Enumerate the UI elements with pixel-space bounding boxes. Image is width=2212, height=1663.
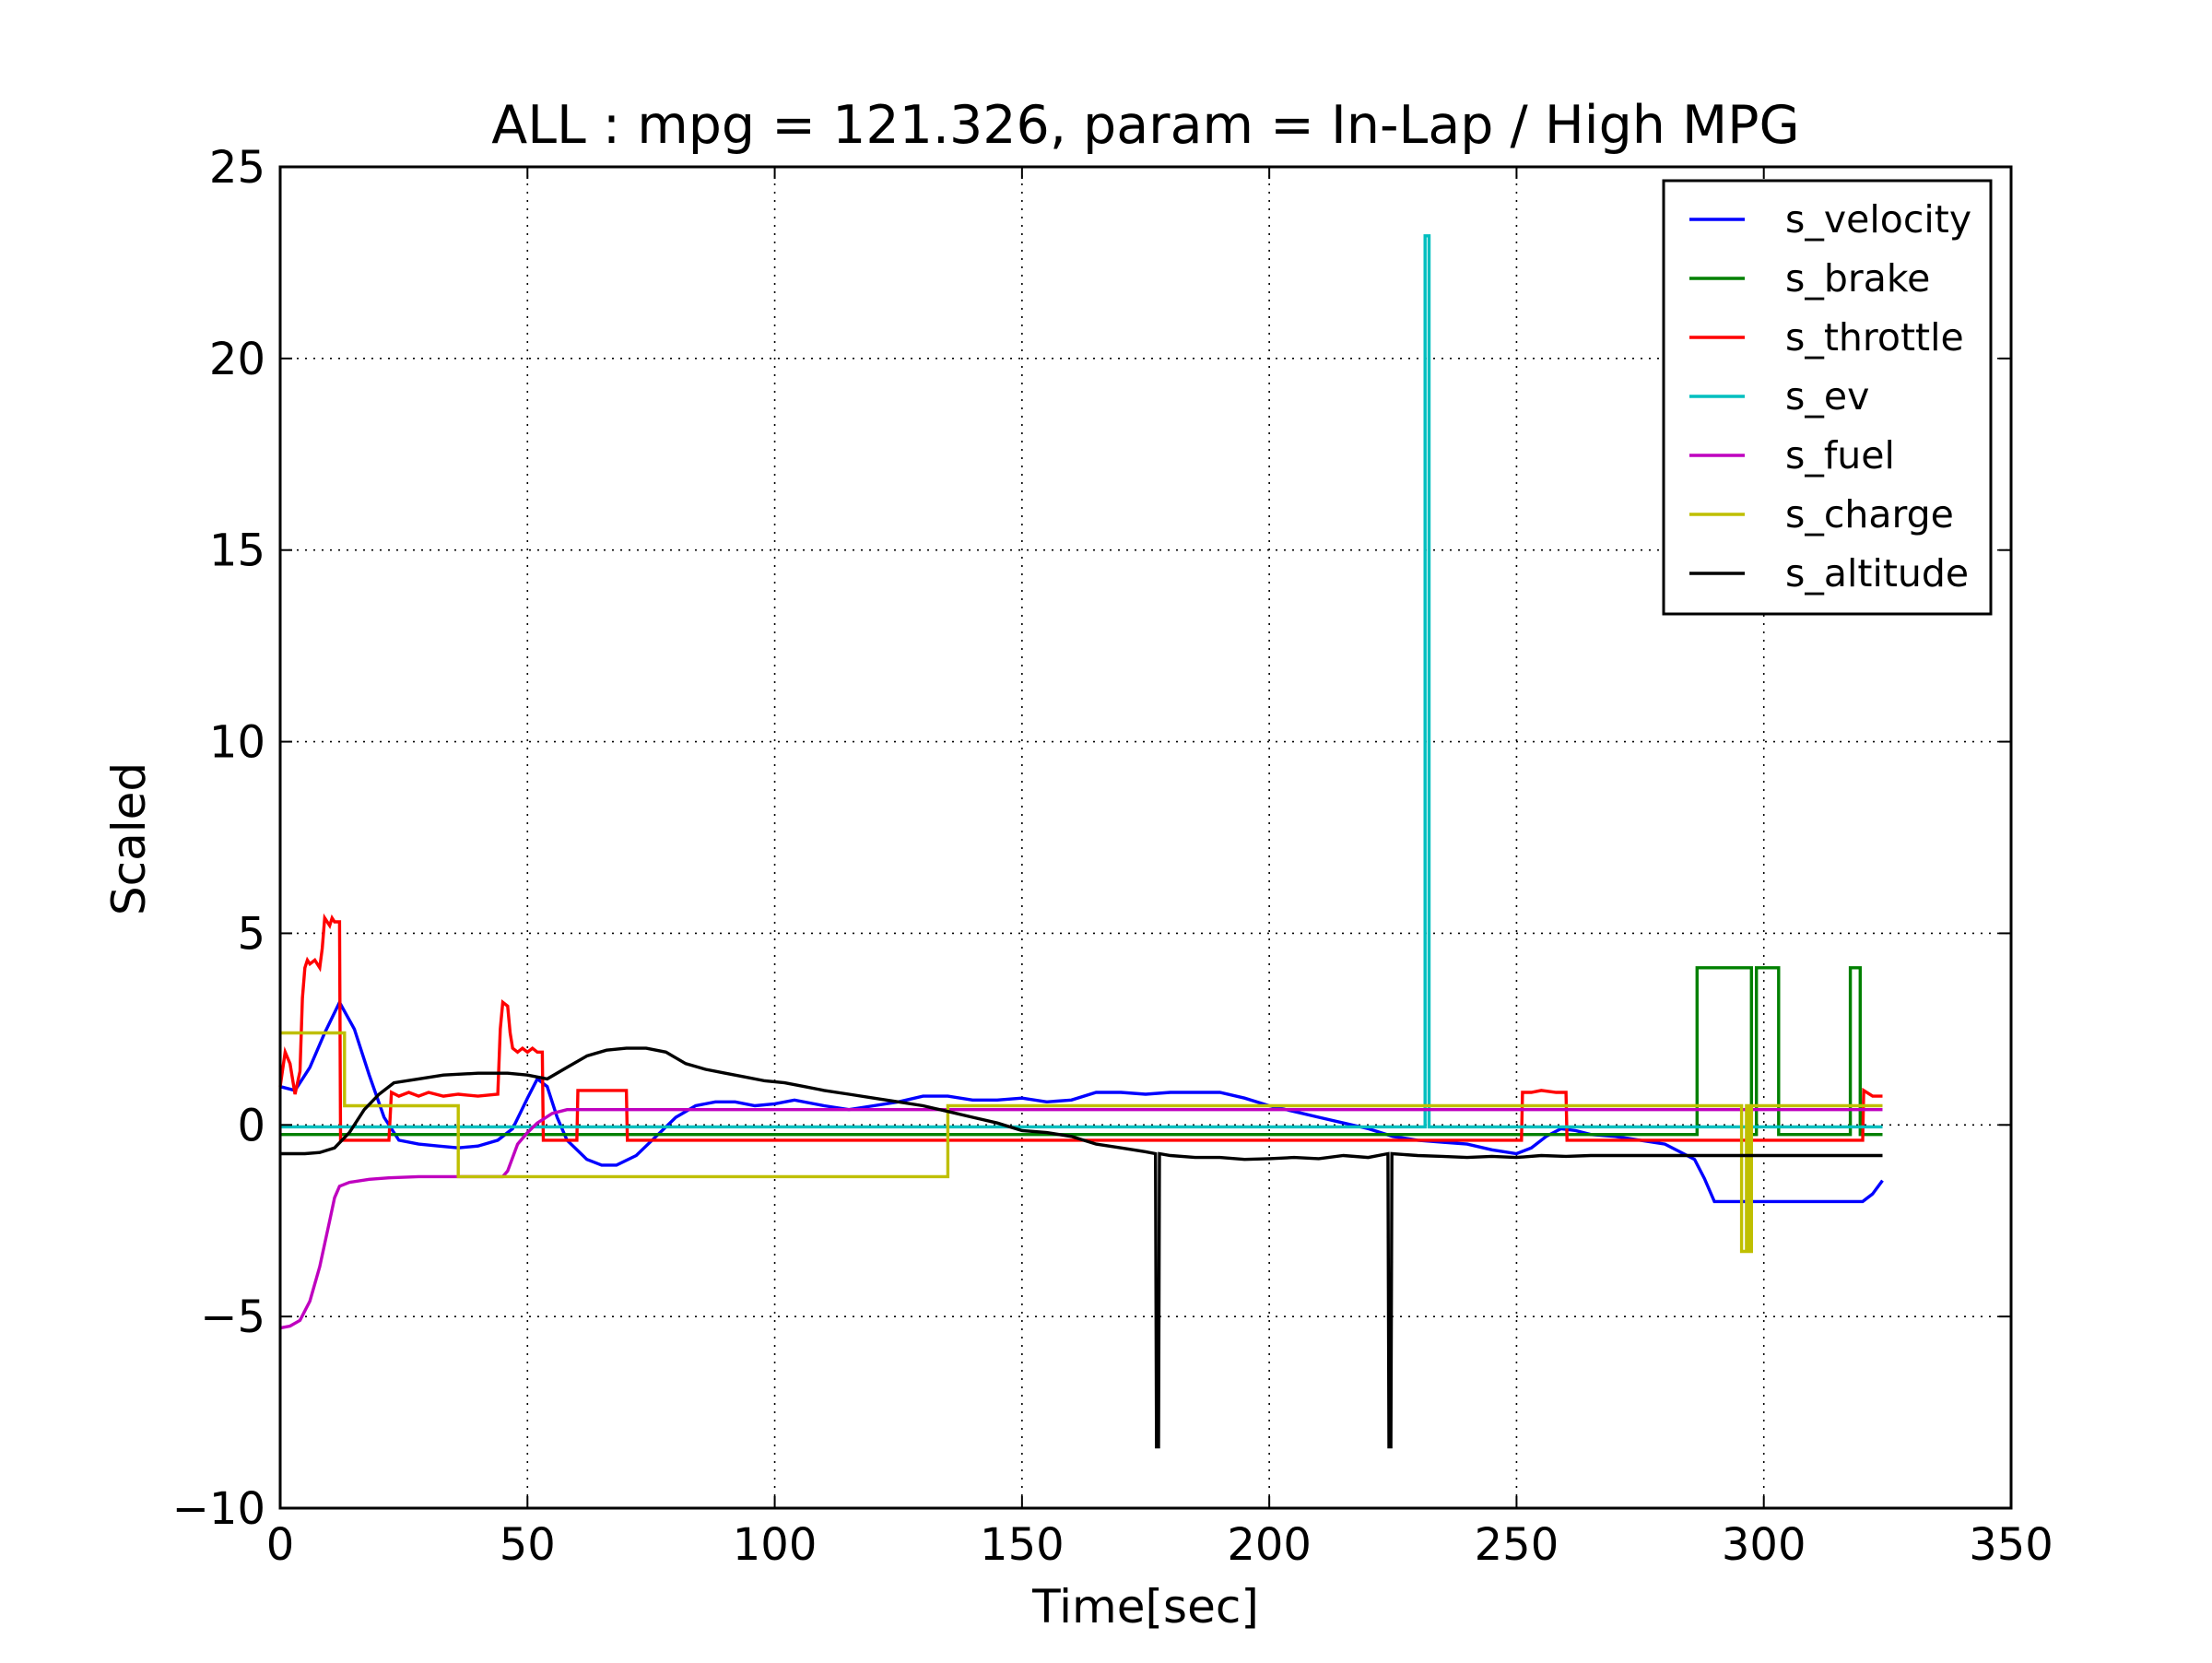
y-tick-label: 5 xyxy=(237,908,265,960)
legend: s_velocity s_brake s_throttle s_ev s_fuel s_c… xyxy=(1662,179,1993,616)
s_altitude-line xyxy=(280,1046,1883,1449)
legend-label-s_altitude: s_altitude xyxy=(1785,551,1969,596)
x-tick-label: 300 xyxy=(1722,1519,1806,1571)
y-tick-label: 25 xyxy=(209,142,265,194)
y-axis-label: Scaled xyxy=(102,762,156,915)
y-tick-label: 20 xyxy=(209,334,265,385)
s_brake-line xyxy=(280,966,1883,1137)
y-tick-label: 15 xyxy=(209,525,265,577)
axis-ticks: 0 50 100 150 200 250 300 350 −10 −5 0 5 10 15 20 25 xyxy=(172,142,2053,1571)
chart-title: ALL : mpg = 121.326, param = In-Lap / Hi… xyxy=(491,95,1799,156)
legend-label-s_charge: s_charge xyxy=(1785,492,1954,537)
y-tick-label: 10 xyxy=(209,717,265,769)
plot-area-frame xyxy=(278,165,2013,1510)
y-tick-label: −5 xyxy=(200,1291,265,1343)
legend-label-s_fuel: s_fuel xyxy=(1785,433,1895,478)
x-tick-label: 200 xyxy=(1227,1519,1312,1571)
legend-label-s_velocity: s_velocity xyxy=(1785,197,1971,242)
s_charge-line xyxy=(280,1031,1883,1254)
x-tick-label: 100 xyxy=(733,1519,818,1571)
legend-label-s_throttle: s_throttle xyxy=(1785,315,1964,360)
plot-series xyxy=(278,234,1884,1449)
legend-label-s_ev: s_ev xyxy=(1785,374,1869,419)
y-tick-label: −10 xyxy=(172,1483,265,1535)
s_fuel-line xyxy=(279,1107,1883,1330)
x-tick-label: 350 xyxy=(1969,1519,2053,1571)
y-tick-label: 0 xyxy=(237,1100,265,1151)
x-tick-label: 0 xyxy=(266,1519,295,1571)
legend-label-s_brake: s_brake xyxy=(1785,256,1930,301)
s_ev-line xyxy=(280,234,1883,1129)
x-tick-label: 250 xyxy=(1475,1519,1559,1571)
x-axis-label: Time[sec] xyxy=(1031,1580,1259,1634)
x-tick-label: 150 xyxy=(980,1519,1065,1571)
x-tick-label: 50 xyxy=(500,1519,556,1571)
s_throttle-line xyxy=(278,913,1883,1142)
